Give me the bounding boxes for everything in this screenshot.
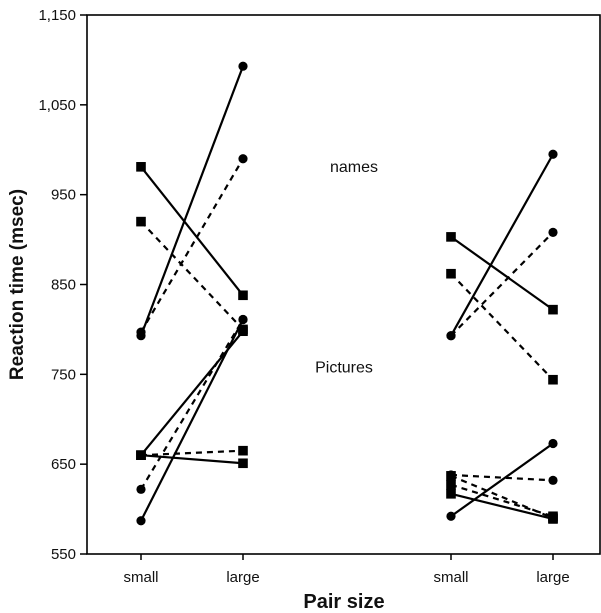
data-point-circle	[238, 154, 248, 164]
data-point-circle	[136, 327, 146, 337]
series-line	[140, 166, 244, 296]
data-point-square	[548, 304, 558, 315]
data-point-square	[136, 216, 146, 227]
annotation-label: Pictures	[315, 360, 373, 377]
y-tick-label: 950	[51, 187, 76, 204]
data-point-square	[238, 326, 248, 337]
x-tick-label: small	[433, 569, 468, 586]
series-line	[450, 231, 554, 337]
data-point-circle	[136, 484, 146, 494]
y-axis-title: Reaction time (msec)	[7, 189, 28, 380]
x-tick-label: large	[536, 569, 569, 586]
series-line	[140, 330, 244, 456]
data-point-square	[446, 232, 456, 242]
data-point-circle	[548, 438, 558, 449]
data-point-square	[446, 471, 456, 481]
y-tick-label: 750	[51, 366, 76, 383]
data-point-square	[238, 445, 248, 456]
data-point-square	[238, 290, 248, 301]
data-point-circle	[548, 475, 558, 485]
data-point-circle	[238, 314, 248, 325]
series-line	[140, 220, 244, 331]
series-line	[450, 272, 554, 381]
series-line	[140, 318, 244, 490]
data-point-square	[136, 450, 146, 460]
series-line	[450, 153, 554, 337]
axes	[80, 14, 601, 560]
annotation-label: names	[330, 159, 378, 176]
series-lines	[139, 65, 554, 522]
y-tick-label: 550	[51, 546, 76, 563]
data-point-square	[548, 513, 558, 523]
data-point-square	[446, 489, 456, 499]
series-line	[140, 158, 244, 333]
data-point-square	[548, 374, 558, 385]
data-point-square	[136, 162, 146, 172]
x-tick-label: large	[226, 569, 259, 586]
y-tick-label: 850	[51, 277, 76, 294]
y-tick-label: 1,150	[38, 7, 76, 24]
series-line	[450, 235, 554, 311]
y-tick-label: 1,050	[38, 97, 76, 114]
data-point-circle	[548, 149, 558, 159]
series-line	[139, 65, 245, 337]
series-markers	[136, 61, 558, 526]
series-line	[450, 492, 554, 521]
series-line	[140, 454, 244, 465]
data-point-circle	[446, 511, 456, 521]
x-tick-label: small	[123, 569, 158, 586]
y-tick-label: 650	[51, 456, 76, 473]
chart-labels: 550 650 750 850 950 1,050 1,150 small large small…	[7, 7, 570, 613]
data-point-circle	[548, 227, 558, 237]
data-point-circle	[238, 61, 248, 71]
x-axis-title: Pair size	[303, 591, 384, 613]
data-point-circle	[446, 331, 456, 341]
data-point-square	[446, 268, 456, 279]
series-line	[140, 449, 244, 457]
data-point-square	[238, 458, 248, 469]
data-point-circle	[136, 516, 146, 526]
data-point-square	[446, 480, 456, 490]
series-line	[450, 442, 554, 518]
series-line	[450, 474, 554, 520]
